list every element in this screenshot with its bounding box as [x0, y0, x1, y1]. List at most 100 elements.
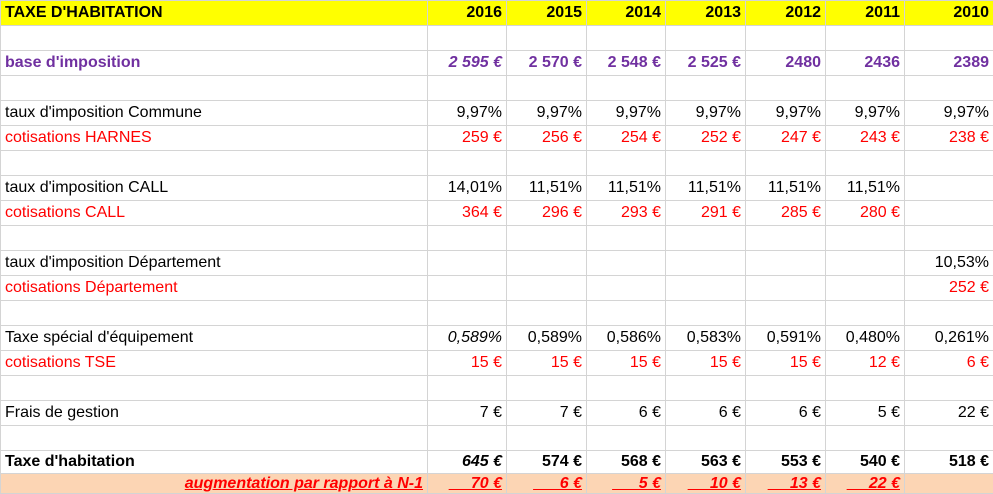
- row-label[interactable]: taux d'imposition Commune: [1, 101, 428, 126]
- value-cell[interactable]: [428, 301, 507, 326]
- value-cell[interactable]: [428, 276, 507, 301]
- row-label[interactable]: [1, 226, 428, 251]
- value-cell[interactable]: [507, 251, 587, 276]
- value-cell[interactable]: [826, 376, 905, 401]
- value-cell[interactable]: 10,53%: [905, 251, 993, 276]
- year-header[interactable]: 2011: [826, 1, 905, 26]
- value-cell[interactable]: 291 €: [666, 201, 746, 226]
- value-cell[interactable]: [746, 276, 826, 301]
- value-cell[interactable]: 247 €: [746, 126, 826, 151]
- value-cell[interactable]: [428, 226, 507, 251]
- value-cell[interactable]: [746, 301, 826, 326]
- year-header[interactable]: 2010: [905, 1, 993, 26]
- row-label[interactable]: [1, 26, 428, 51]
- row-label[interactable]: [1, 376, 428, 401]
- value-cell[interactable]: 15 €: [746, 351, 826, 376]
- value-cell[interactable]: [746, 376, 826, 401]
- value-cell[interactable]: [666, 426, 746, 451]
- value-cell[interactable]: [507, 301, 587, 326]
- year-header[interactable]: 2012: [746, 1, 826, 26]
- value-cell[interactable]: 2 548 €: [587, 51, 666, 76]
- value-cell[interactable]: 12 €: [826, 351, 905, 376]
- value-cell[interactable]: 9,97%: [428, 101, 507, 126]
- value-cell[interactable]: 6 €: [746, 401, 826, 426]
- value-cell[interactable]: 9,97%: [746, 101, 826, 126]
- value-cell[interactable]: [905, 226, 993, 251]
- row-label[interactable]: cotisations HARNES: [1, 126, 428, 151]
- value-cell[interactable]: [428, 251, 507, 276]
- value-cell[interactable]: 252 €: [666, 126, 746, 151]
- value-cell[interactable]: 11,51%: [746, 176, 826, 201]
- value-cell[interactable]: [507, 276, 587, 301]
- row-label[interactable]: [1, 151, 428, 176]
- value-cell[interactable]: 364 €: [428, 201, 507, 226]
- value-cell[interactable]: [587, 226, 666, 251]
- value-cell[interactable]: [507, 226, 587, 251]
- value-cell[interactable]: 518 €: [905, 451, 993, 474]
- value-cell[interactable]: 15 €: [666, 351, 746, 376]
- value-cell[interactable]: 540 €: [826, 451, 905, 474]
- value-cell[interactable]: [428, 376, 507, 401]
- value-cell[interactable]: [428, 426, 507, 451]
- value-cell[interactable]: [666, 226, 746, 251]
- value-cell[interactable]: 0,589%: [507, 326, 587, 351]
- value-cell[interactable]: [905, 376, 993, 401]
- value-cell[interactable]: [746, 26, 826, 51]
- value-cell[interactable]: [746, 251, 826, 276]
- row-label[interactable]: Taxe d'habitation: [1, 451, 428, 474]
- value-cell[interactable]: 11,51%: [587, 176, 666, 201]
- value-cell[interactable]: 14,01%: [428, 176, 507, 201]
- row-label[interactable]: taux d'imposition Département: [1, 251, 428, 276]
- value-cell[interactable]: 15 €: [587, 351, 666, 376]
- value-cell[interactable]: [428, 26, 507, 51]
- value-cell[interactable]: 9,97%: [826, 101, 905, 126]
- value-cell[interactable]: 9,97%: [905, 101, 993, 126]
- value-cell[interactable]: [905, 301, 993, 326]
- value-cell[interactable]: 280 €: [826, 201, 905, 226]
- value-cell[interactable]: [746, 426, 826, 451]
- year-header[interactable]: 2016: [428, 1, 507, 26]
- value-cell[interactable]: 568 €: [587, 451, 666, 474]
- value-cell[interactable]: [826, 226, 905, 251]
- value-cell[interactable]: 0,480%: [826, 326, 905, 351]
- value-cell[interactable]: [905, 76, 993, 101]
- value-cell[interactable]: [587, 376, 666, 401]
- value-cell[interactable]: 2 525 €: [666, 51, 746, 76]
- value-cell[interactable]: 11,51%: [666, 176, 746, 201]
- row-label[interactable]: [1, 76, 428, 101]
- value-cell[interactable]: 2436: [826, 51, 905, 76]
- value-cell[interactable]: 2480: [746, 51, 826, 76]
- value-cell[interactable]: [666, 76, 746, 101]
- value-cell[interactable]: [507, 376, 587, 401]
- row-label[interactable]: cotisations Département: [1, 276, 428, 301]
- value-cell[interactable]: 6 €: [666, 401, 746, 426]
- value-cell[interactable]: 243 €: [826, 126, 905, 151]
- row-label[interactable]: taux d'imposition CALL: [1, 176, 428, 201]
- value-cell[interactable]: 238 €: [905, 126, 993, 151]
- value-cell[interactable]: [507, 26, 587, 51]
- value-cell[interactable]: [666, 376, 746, 401]
- value-cell[interactable]: [826, 426, 905, 451]
- value-cell[interactable]: 293 €: [587, 201, 666, 226]
- value-cell[interactable]: [826, 151, 905, 176]
- value-cell[interactable]: [905, 151, 993, 176]
- value-cell[interactable]: [905, 26, 993, 51]
- value-cell[interactable]: 5 €: [826, 401, 905, 426]
- row-label[interactable]: cotisations CALL: [1, 201, 428, 226]
- value-cell[interactable]: 11,51%: [507, 176, 587, 201]
- value-cell[interactable]: 285 €: [746, 201, 826, 226]
- value-cell[interactable]: 553 €: [746, 451, 826, 474]
- value-cell[interactable]: [826, 301, 905, 326]
- value-cell[interactable]: 0,586%: [587, 326, 666, 351]
- value-cell[interactable]: [666, 251, 746, 276]
- value-cell[interactable]: [587, 301, 666, 326]
- value-cell[interactable]: [746, 76, 826, 101]
- value-cell[interactable]: 563 €: [666, 451, 746, 474]
- value-cell[interactable]: 259 €: [428, 126, 507, 151]
- value-cell[interactable]: 256 €: [507, 126, 587, 151]
- value-cell[interactable]: 9,97%: [587, 101, 666, 126]
- value-cell[interactable]: 15 €: [428, 351, 507, 376]
- value-cell[interactable]: 296 €: [507, 201, 587, 226]
- value-cell[interactable]: [666, 26, 746, 51]
- value-cell[interactable]: [905, 176, 993, 201]
